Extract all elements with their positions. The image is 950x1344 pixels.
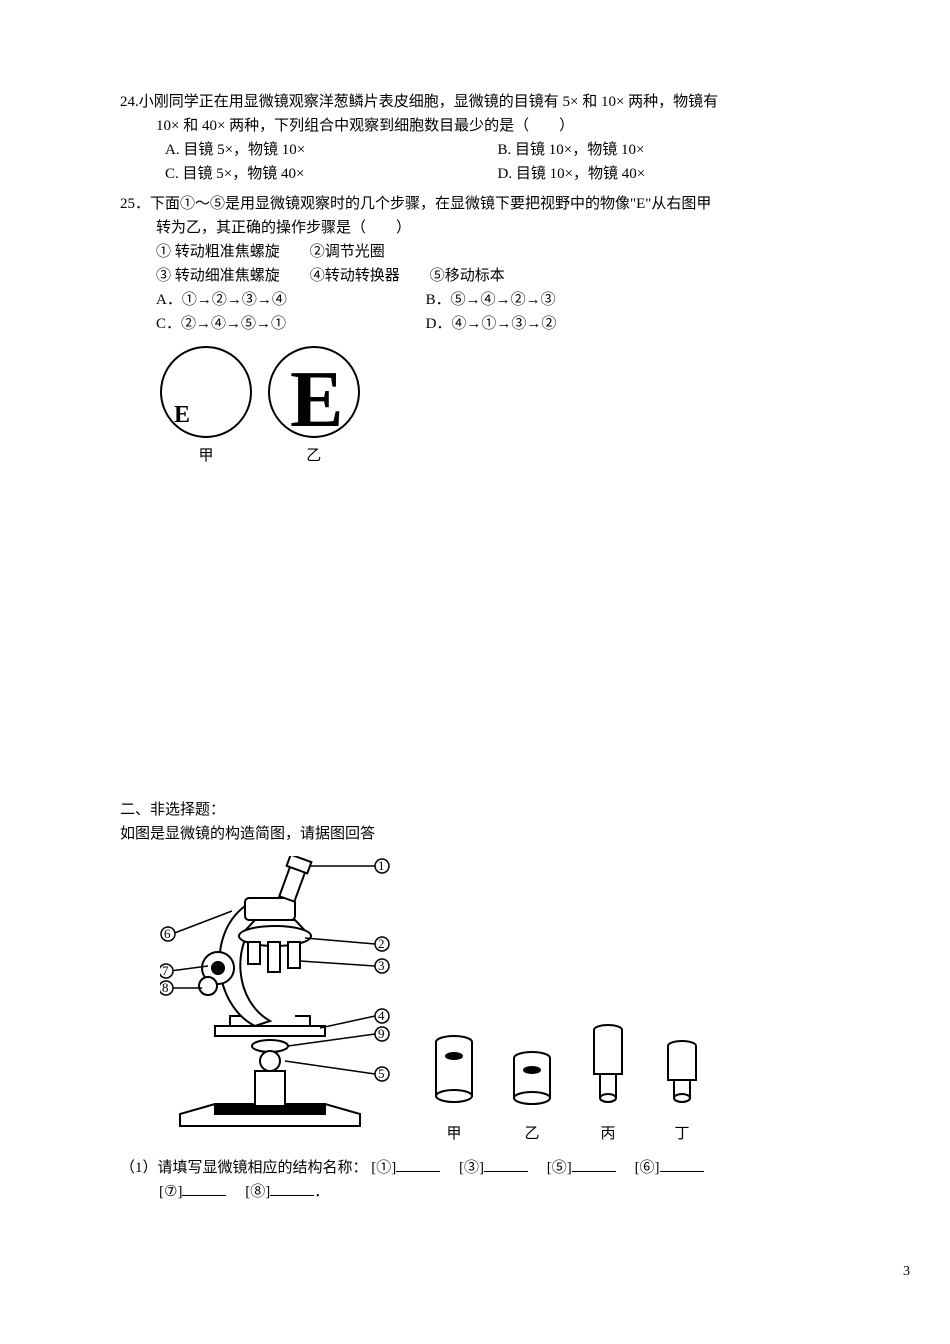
blank-7-label: [⑦] [159, 1184, 182, 1200]
svg-text:3: 3 [378, 958, 385, 973]
diagram-yi: E 乙 [264, 344, 364, 468]
circle-jia: E [156, 344, 256, 444]
q24-text: 小刚同学正在用显微镜观察洋葱鳞片表皮细胞，显微镜的目镜有 5× 和 10× 两种… [139, 94, 718, 110]
lens-ding: 丁 [660, 1040, 704, 1146]
section2-title: 二、非选择题： [120, 798, 830, 822]
q24-optA: A. 目镜 5×，物镜 10× [165, 138, 498, 162]
section2-figures: 1 2 3 4 5 6 7 8 9 [120, 856, 830, 1146]
lens-yi: 乙 [508, 1050, 556, 1146]
blank-7[interactable] [182, 1180, 226, 1196]
svg-text:2: 2 [378, 936, 385, 951]
lens-label-3: 丁 [660, 1122, 704, 1146]
blank-1[interactable] [396, 1156, 440, 1172]
q25-steps1: ① 转动粗准焦螺旋 ②调节光圈 [120, 240, 830, 264]
lens-label-2: 丙 [586, 1122, 630, 1146]
q25-diagram: E 甲 E 乙 [120, 344, 830, 468]
q25-optC: C．②→④→⑤→① [156, 312, 426, 336]
q24-number: 24. [120, 94, 139, 110]
letter-E-large: E [290, 356, 343, 444]
blank-3[interactable] [484, 1156, 528, 1172]
blank-5-label: [⑤] [547, 1160, 572, 1176]
q24-options-row1: A. 目镜 5×，物镜 10× B. 目镜 10×，物镜 10× [120, 138, 830, 162]
blank-6[interactable] [660, 1156, 704, 1172]
blank-6-label: [⑥] [635, 1160, 660, 1176]
svg-text:1: 1 [378, 858, 385, 873]
q25-line2: 转为乙，其正确的操作步骤是（ ） [120, 216, 830, 240]
lens-jia: 甲 [430, 1034, 478, 1146]
q25-optA: A．①→②→③→④ [156, 288, 426, 312]
svg-text:6: 6 [164, 926, 171, 941]
svg-text:7: 7 [162, 963, 169, 978]
diagram-jia: E 甲 [156, 344, 256, 468]
q25-steps2: ③ 转动细准焦螺旋 ④转动转换器 ⑤移动标本 [120, 264, 830, 288]
letter-E-small: E [174, 402, 190, 428]
page-number: 3 [0, 1244, 950, 1280]
blank-3-label: [③] [459, 1160, 484, 1176]
question-24: 24.小刚同学正在用显微镜观察洋葱鳞片表皮细胞，显微镜的目镜有 5× 和 10×… [120, 90, 830, 186]
lens-label-0: 甲 [430, 1122, 478, 1146]
microscope-diagram: 1 2 3 4 5 6 7 8 9 [160, 856, 390, 1146]
q25-text: 下面①～⑤是用显微镜观察时的几个步骤，在显微镜下要把视野中的物像"E"从右图甲 [150, 196, 711, 212]
blank-1-label: [①] [371, 1160, 396, 1176]
svg-text:8: 8 [162, 980, 169, 995]
svg-text:9: 9 [378, 1026, 385, 1041]
blank-5[interactable] [572, 1156, 616, 1172]
q24-optC: C. 目镜 5×，物镜 40× [165, 162, 498, 186]
q24-options-row2: C. 目镜 5×，物镜 40× D. 目镜 10×，物镜 40× [120, 162, 830, 186]
lens-label-1: 乙 [508, 1122, 556, 1146]
q24-optB: B. 目镜 10×，物镜 10× [498, 138, 831, 162]
label-yi: 乙 [264, 444, 364, 468]
question-25: 25．下面①～⑤是用显微镜观察时的几个步骤，在显微镜下要把视野中的物像"E"从右… [120, 192, 830, 468]
q25-number: 25． [120, 196, 150, 212]
q25-line1: 25．下面①～⑤是用显微镜观察时的几个步骤，在显微镜下要把视野中的物像"E"从右… [120, 192, 830, 216]
lens-row: 甲 乙 [430, 1024, 704, 1146]
q25-options-row1: A．①→②→③→④ B．⑤→④→②→③ [120, 288, 830, 312]
label-jia: 甲 [156, 444, 256, 468]
svg-text:5: 5 [378, 1066, 385, 1081]
section2-q1: （1）请填写显微镜相应的结构名称： [①] [③] [⑤] [⑥] [120, 1156, 830, 1180]
blank-8-label: [⑧] [245, 1184, 270, 1200]
period: ． [314, 1184, 329, 1200]
section2-q1-line2: [⑦] [⑧] ． [120, 1180, 830, 1204]
q24-optD: D. 目镜 10×，物镜 40× [498, 162, 831, 186]
q25-optD: D．④→①→③→② [426, 312, 696, 336]
section2-intro: 如图是显微镜的构造简图，请据图回答 [120, 822, 830, 846]
q25-options-row2: C．②→④→⑤→① D．④→①→③→② [120, 312, 830, 336]
svg-text:4: 4 [378, 1008, 385, 1023]
q25-optB: B．⑤→④→②→③ [426, 288, 696, 312]
blank-8[interactable] [270, 1180, 314, 1196]
circle-yi: E [264, 344, 364, 444]
q1-prefix: （1）请填写显微镜相应的结构名称： [120, 1160, 368, 1176]
q24-line2: 10× 和 40× 两种，下列组合中观察到细胞数目最少的是（ ） [120, 114, 830, 138]
q24-line1: 24.小刚同学正在用显微镜观察洋葱鳞片表皮细胞，显微镜的目镜有 5× 和 10×… [120, 90, 830, 114]
lens-bing: 丙 [586, 1024, 630, 1146]
